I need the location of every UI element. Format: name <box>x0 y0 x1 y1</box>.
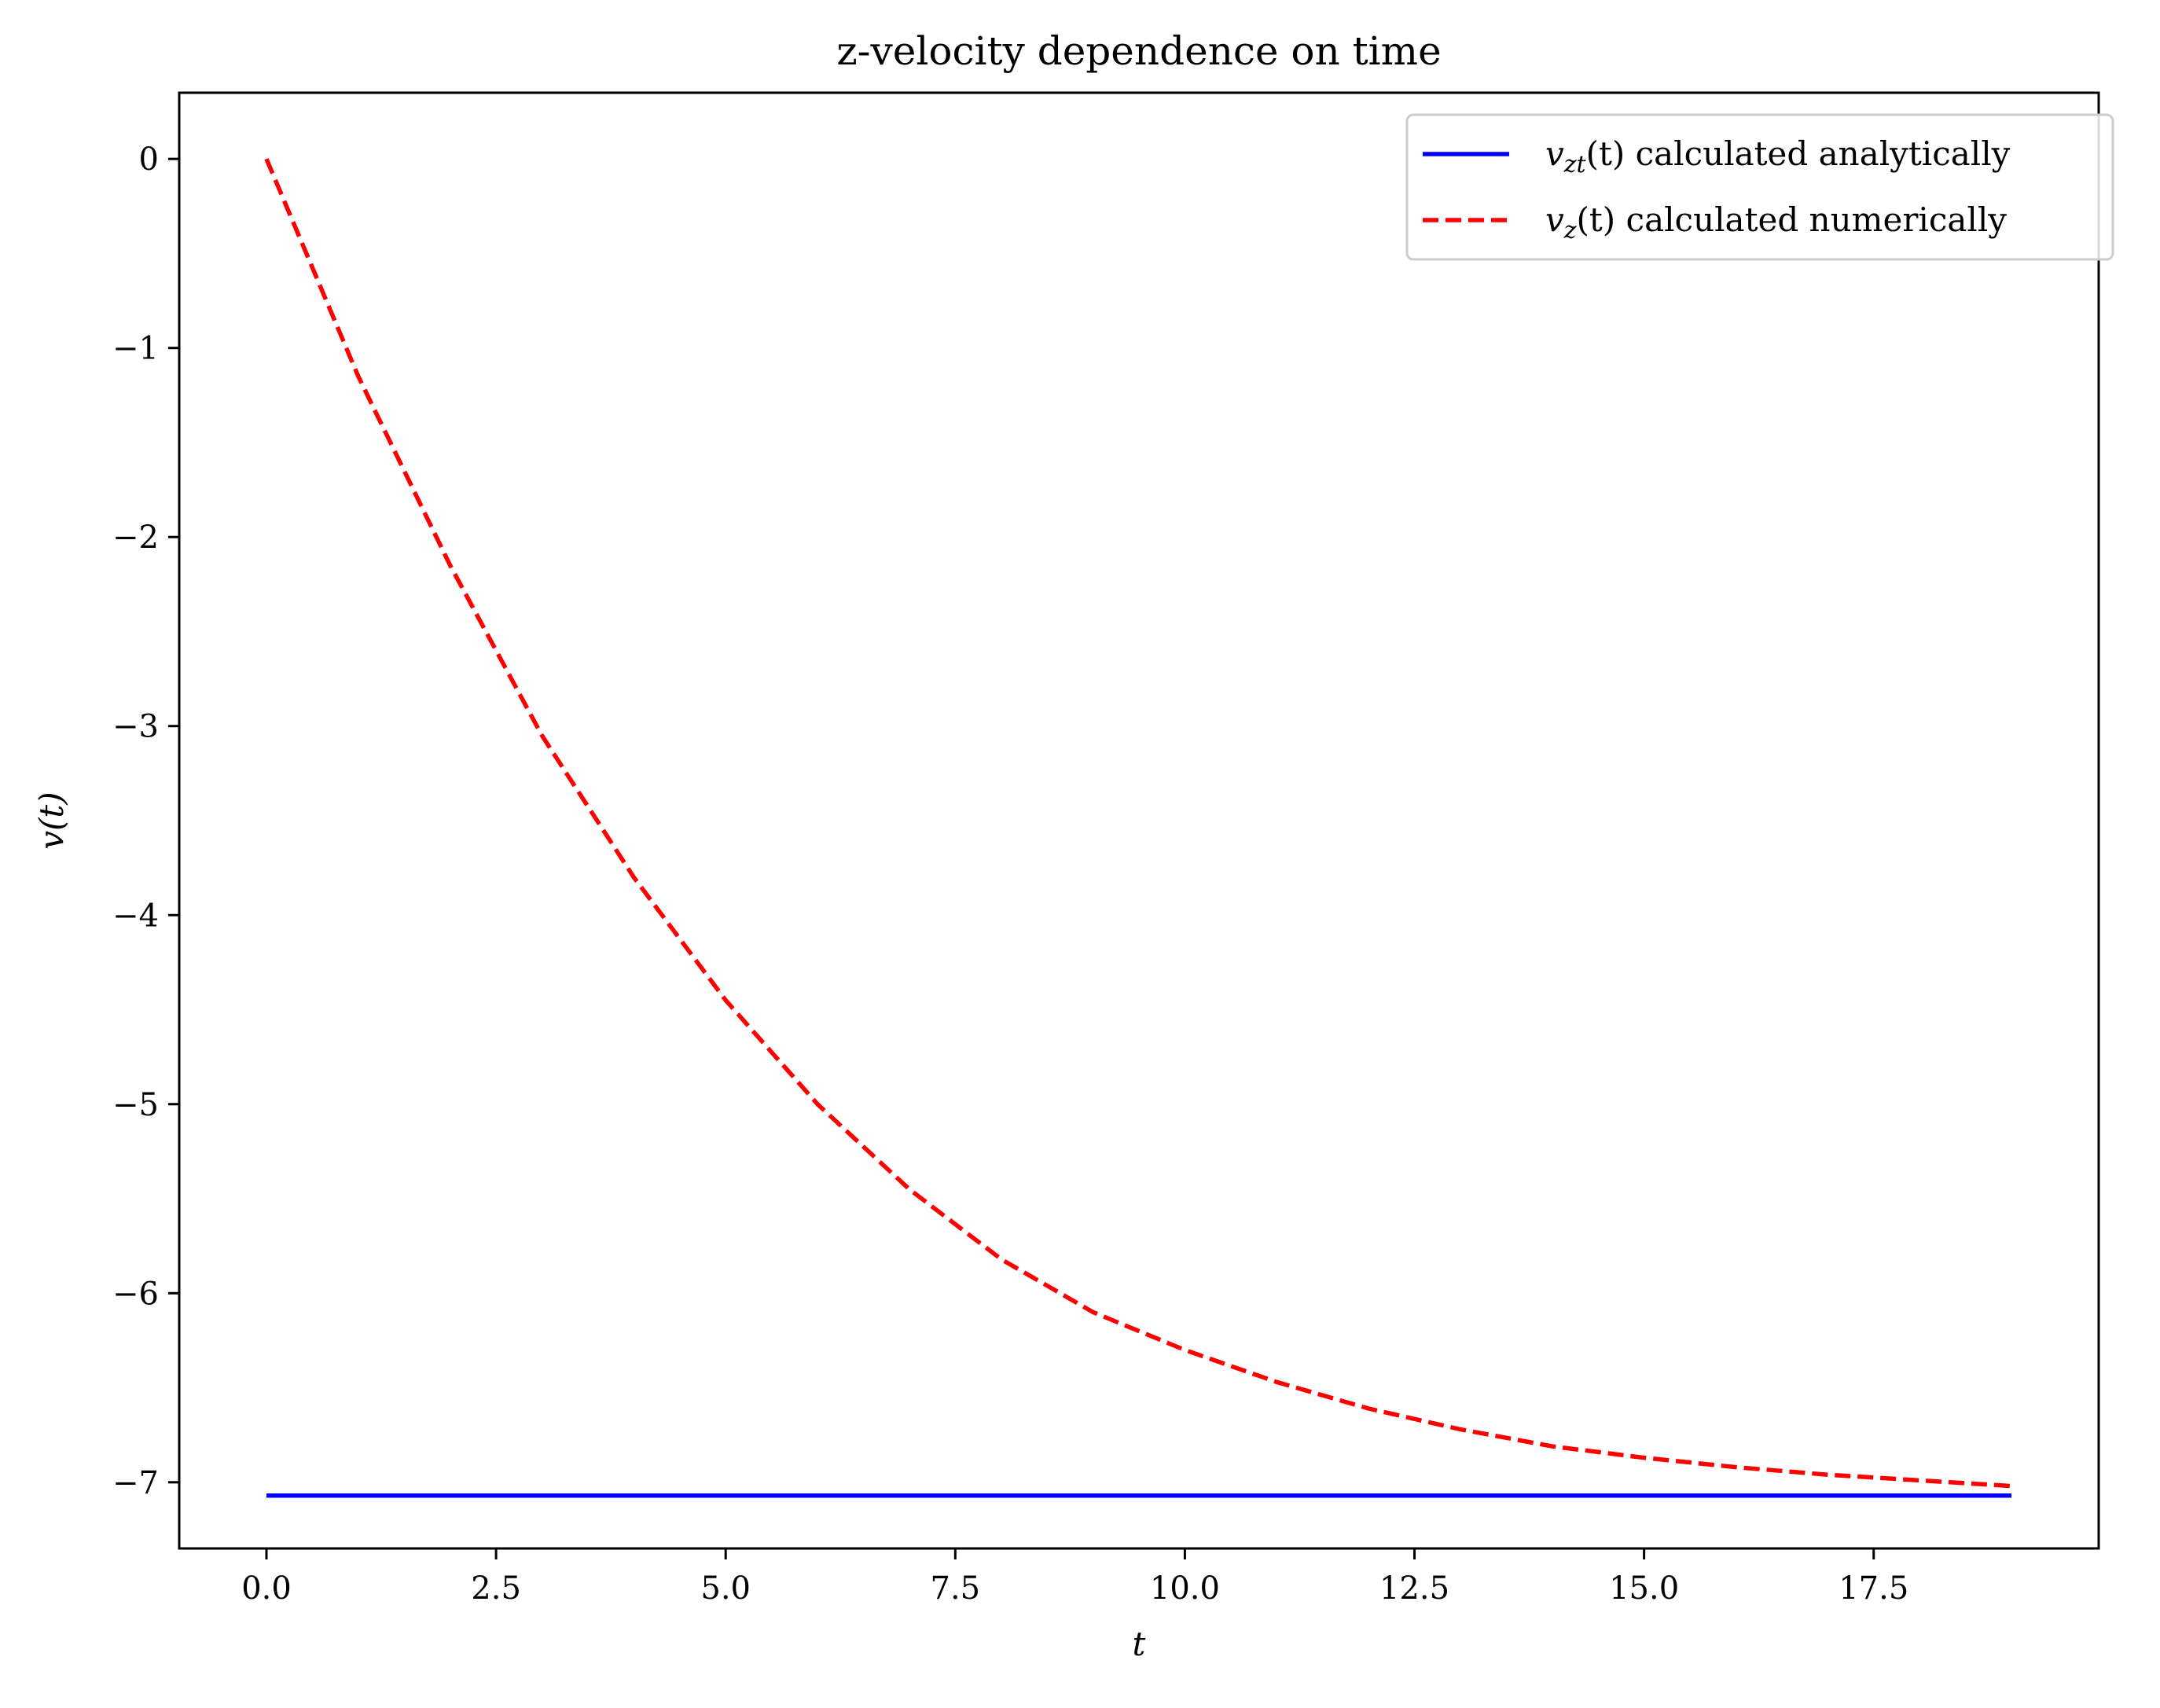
x-tick-label: 2.5 <box>471 1570 521 1607</box>
x-tick-label: 15.0 <box>1609 1570 1679 1607</box>
x-tick-label: 7.5 <box>931 1570 981 1607</box>
x-tick-label: 10.0 <box>1150 1570 1220 1607</box>
chart-title: z-velocity dependence on time <box>836 28 1441 74</box>
series-line-2 <box>264 158 2012 1489</box>
plot-frame <box>178 91 2100 1550</box>
x-axis-label: t <box>1133 1625 1146 1663</box>
legend-label-1: vzt(t) calculated analytically <box>1545 134 2011 178</box>
x-tick-label: 12.5 <box>1379 1570 1449 1607</box>
y-tick-label: −1 <box>112 331 159 367</box>
x-tick-label: 0.0 <box>241 1570 292 1607</box>
y-tick-label: −6 <box>112 1276 159 1312</box>
y-tick-label: −5 <box>112 1087 159 1123</box>
legend-label-2: vz(t) calculated numerically <box>1545 200 2007 244</box>
legend-box <box>1405 113 2114 261</box>
y-tick-label: −4 <box>112 898 159 934</box>
y-tick-label: −2 <box>112 520 159 556</box>
x-tick-label: 17.5 <box>1839 1570 1908 1607</box>
x-tick-label: 5.0 <box>700 1570 751 1607</box>
legend: vzt(t) calculated analytically vz(t) calc… <box>1405 113 2114 261</box>
y-tick-label: −7 <box>112 1465 159 1501</box>
y-axis-label: v(t) <box>32 792 71 849</box>
y-tick-label: 0 <box>139 141 159 178</box>
y-tick-label: −3 <box>112 709 159 745</box>
